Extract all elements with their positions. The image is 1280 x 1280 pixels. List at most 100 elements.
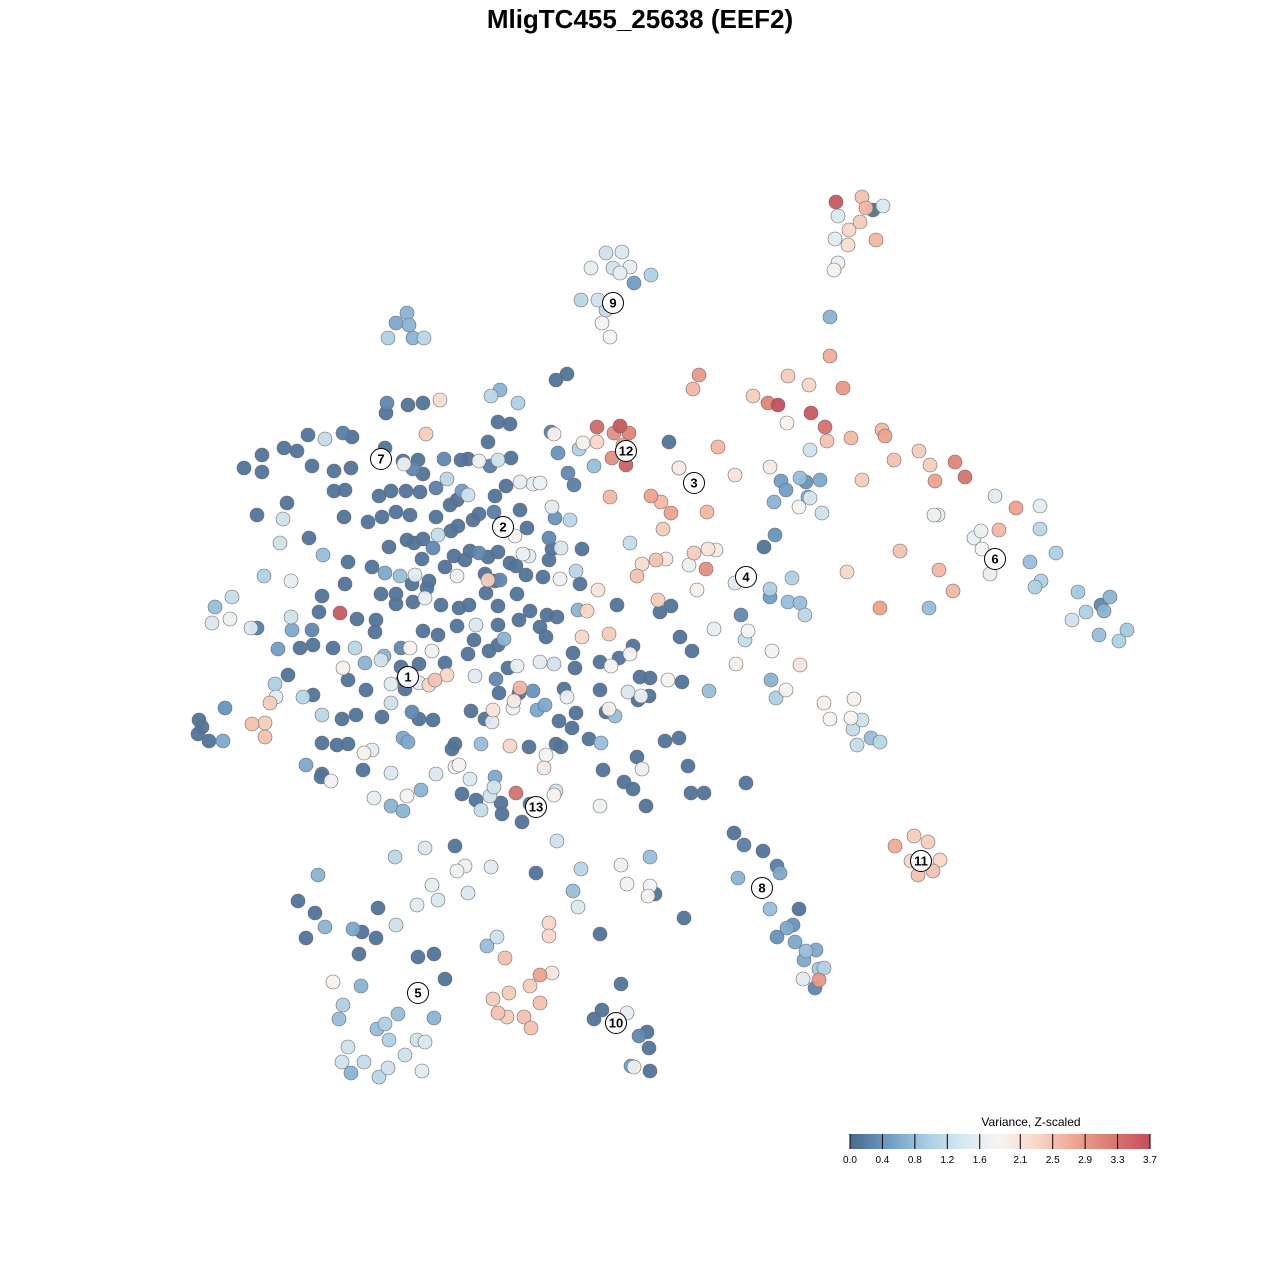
data-point — [641, 1040, 657, 1056]
cluster-label-circle — [407, 982, 429, 1004]
data-point — [314, 735, 330, 751]
data-point — [244, 716, 260, 732]
legend-colorbar — [850, 1134, 1150, 1149]
data-point — [947, 454, 963, 470]
data-point — [439, 471, 455, 487]
cluster-label-2: 2 — [492, 516, 514, 538]
data-point — [506, 693, 522, 709]
data-point — [602, 489, 618, 505]
data-point — [541, 552, 557, 568]
data-point — [570, 899, 586, 915]
data-point — [325, 974, 341, 990]
data-point — [541, 530, 557, 546]
data-point — [700, 541, 716, 557]
data-point — [415, 623, 431, 639]
data-point — [602, 329, 618, 345]
data-point — [1070, 584, 1086, 600]
legend-tick-label: 2.5 — [1046, 1155, 1060, 1166]
data-point — [374, 509, 390, 525]
data-point — [622, 646, 638, 662]
data-point — [991, 522, 1007, 538]
data-point — [256, 568, 272, 584]
data-point — [559, 689, 575, 705]
data-point — [508, 785, 524, 801]
data-point — [444, 741, 460, 757]
data-point — [447, 838, 463, 854]
data-point — [538, 747, 554, 763]
data-point — [802, 490, 818, 506]
data-point — [802, 442, 818, 458]
cluster-label-8: 8 — [751, 877, 773, 899]
data-point — [583, 260, 599, 276]
data-point — [337, 576, 353, 592]
data-point — [974, 541, 990, 557]
data-point — [549, 609, 565, 625]
data-point — [932, 852, 948, 868]
data-point — [388, 917, 404, 933]
cluster-label-text: 1 — [404, 670, 411, 685]
data-point — [689, 582, 705, 598]
data-point — [262, 695, 278, 711]
data-point — [642, 849, 658, 865]
data-point — [564, 720, 580, 736]
data-point — [424, 643, 440, 659]
data-point — [428, 509, 444, 525]
data-point — [680, 758, 696, 774]
data-point — [397, 1047, 413, 1063]
data-point — [415, 531, 431, 547]
data-point — [763, 672, 779, 688]
data-point — [414, 1063, 430, 1079]
data-point — [307, 905, 323, 921]
cluster-label-circle — [751, 877, 773, 899]
data-point — [562, 512, 578, 528]
data-point — [589, 419, 605, 435]
data-point — [355, 762, 371, 778]
legend-tick-label: 1.2 — [940, 1155, 954, 1166]
data-point — [283, 609, 299, 625]
data-point — [270, 641, 286, 657]
data-point — [300, 427, 316, 443]
data-point — [377, 565, 393, 581]
data-point — [532, 654, 548, 670]
data-point — [489, 929, 505, 945]
data-points — [190, 189, 1135, 1085]
data-point — [920, 834, 936, 850]
data-point — [289, 443, 305, 459]
data-point — [357, 655, 373, 671]
data-point — [510, 395, 526, 411]
data-point — [368, 930, 384, 946]
data-point — [417, 840, 433, 856]
data-point — [377, 1016, 393, 1032]
data-point — [449, 863, 465, 879]
data-point — [565, 883, 581, 899]
cluster-label-text: 12 — [619, 444, 633, 459]
data-point — [872, 600, 888, 616]
data-point — [592, 798, 608, 814]
data-point — [592, 926, 608, 942]
data-point — [843, 710, 859, 726]
data-point — [572, 576, 588, 592]
data-point — [485, 991, 501, 1007]
data-point — [428, 766, 444, 782]
data-point — [509, 658, 525, 674]
data-point — [528, 865, 544, 881]
data-point — [828, 194, 844, 210]
data-point — [425, 712, 441, 728]
data-point — [502, 738, 518, 754]
data-point — [373, 586, 389, 602]
data-point — [201, 733, 217, 749]
data-point — [589, 434, 605, 450]
data-point — [957, 469, 973, 485]
data-point — [416, 330, 432, 346]
data-point — [663, 505, 679, 521]
data-point — [620, 684, 636, 700]
data-point — [595, 762, 611, 778]
data-point — [348, 707, 364, 723]
data-point — [931, 562, 947, 578]
data-point — [479, 938, 495, 954]
data-point — [706, 621, 722, 637]
data-point — [490, 544, 506, 560]
data-point — [642, 670, 658, 686]
data-point — [450, 518, 466, 534]
data-point — [521, 739, 537, 755]
